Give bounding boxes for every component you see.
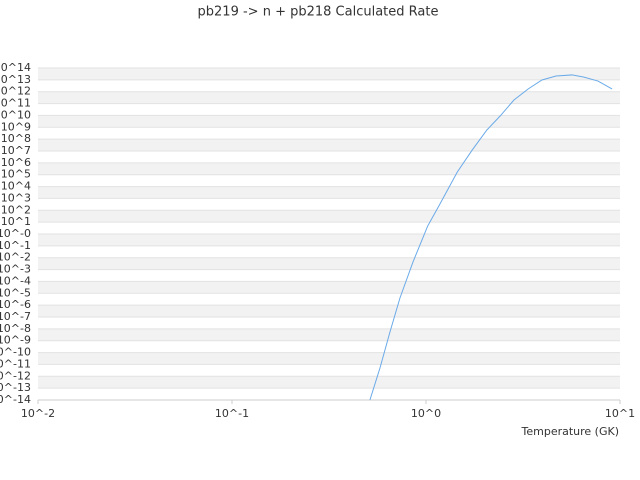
y-tick-label: 10^-9 xyxy=(0,334,31,347)
grid-band xyxy=(38,328,620,341)
y-tick-label: 10^14 xyxy=(0,61,31,74)
grid-band xyxy=(38,186,620,199)
data-line xyxy=(369,74,613,401)
y-tick-label: 10^-7 xyxy=(0,310,31,323)
y-tick-label: 10^2 xyxy=(1,203,31,216)
grid-band xyxy=(38,281,620,294)
y-tick-label: 10^7 xyxy=(1,144,31,157)
y-tick-label: 10^9 xyxy=(1,120,31,133)
grid-band xyxy=(38,352,620,365)
y-tick-label: 10^3 xyxy=(1,191,31,204)
grid-band xyxy=(38,376,620,389)
x-tick-label: 10^1 xyxy=(605,407,635,420)
y-tick-label: 10^10 xyxy=(0,108,31,121)
y-tick-label: 10^6 xyxy=(1,156,31,169)
y-tick-label: 10^4 xyxy=(1,180,31,193)
grid-band xyxy=(38,162,620,175)
grid-band xyxy=(38,234,620,246)
y-tick-label: 10^-2 xyxy=(0,251,31,264)
x-tick-label: 10^-1 xyxy=(215,407,249,420)
y-tick-label: 10^-11 xyxy=(0,357,31,370)
grid-band xyxy=(38,257,620,270)
y-tick-label: 10^13 xyxy=(0,73,31,86)
grid-band xyxy=(38,139,620,151)
y-tick-label: 10^11 xyxy=(0,97,31,110)
grid-band xyxy=(38,68,620,80)
y-tick-label: 10^-5 xyxy=(0,286,31,299)
y-tick-label: 10^-1 xyxy=(0,239,31,252)
y-tick-label: 10^12 xyxy=(0,85,31,98)
y-tick-label: 10^-12 xyxy=(0,369,31,382)
x-tick-label: 10^0 xyxy=(411,407,441,420)
y-tick-label: 10^1 xyxy=(1,215,31,228)
y-tick-label: 10^-3 xyxy=(0,263,31,276)
grid-band xyxy=(38,210,620,223)
grid-band xyxy=(38,305,620,317)
grid-band xyxy=(38,115,620,128)
y-tick-label: 10^-0 xyxy=(0,227,31,240)
y-tick-label: 10^-13 xyxy=(0,381,31,394)
y-tick-label: 10^-4 xyxy=(0,274,31,287)
y-tick-label: 10^8 xyxy=(1,132,31,145)
y-tick-label: 10^-8 xyxy=(0,322,31,335)
x-tick-label: 10^-2 xyxy=(21,407,55,420)
y-tick-label: 10^-10 xyxy=(0,346,31,359)
y-tick-label: 10^5 xyxy=(1,168,31,181)
chart-title: pb219 -> n + pb218 Calculated Rate xyxy=(198,5,439,20)
grid-band xyxy=(38,91,620,104)
y-tick-label: 10^-6 xyxy=(0,298,31,311)
y-tick-label: 10^-14 xyxy=(0,393,31,406)
x-axis-label: Temperature (GK) xyxy=(521,425,620,438)
plot-area xyxy=(37,67,621,404)
